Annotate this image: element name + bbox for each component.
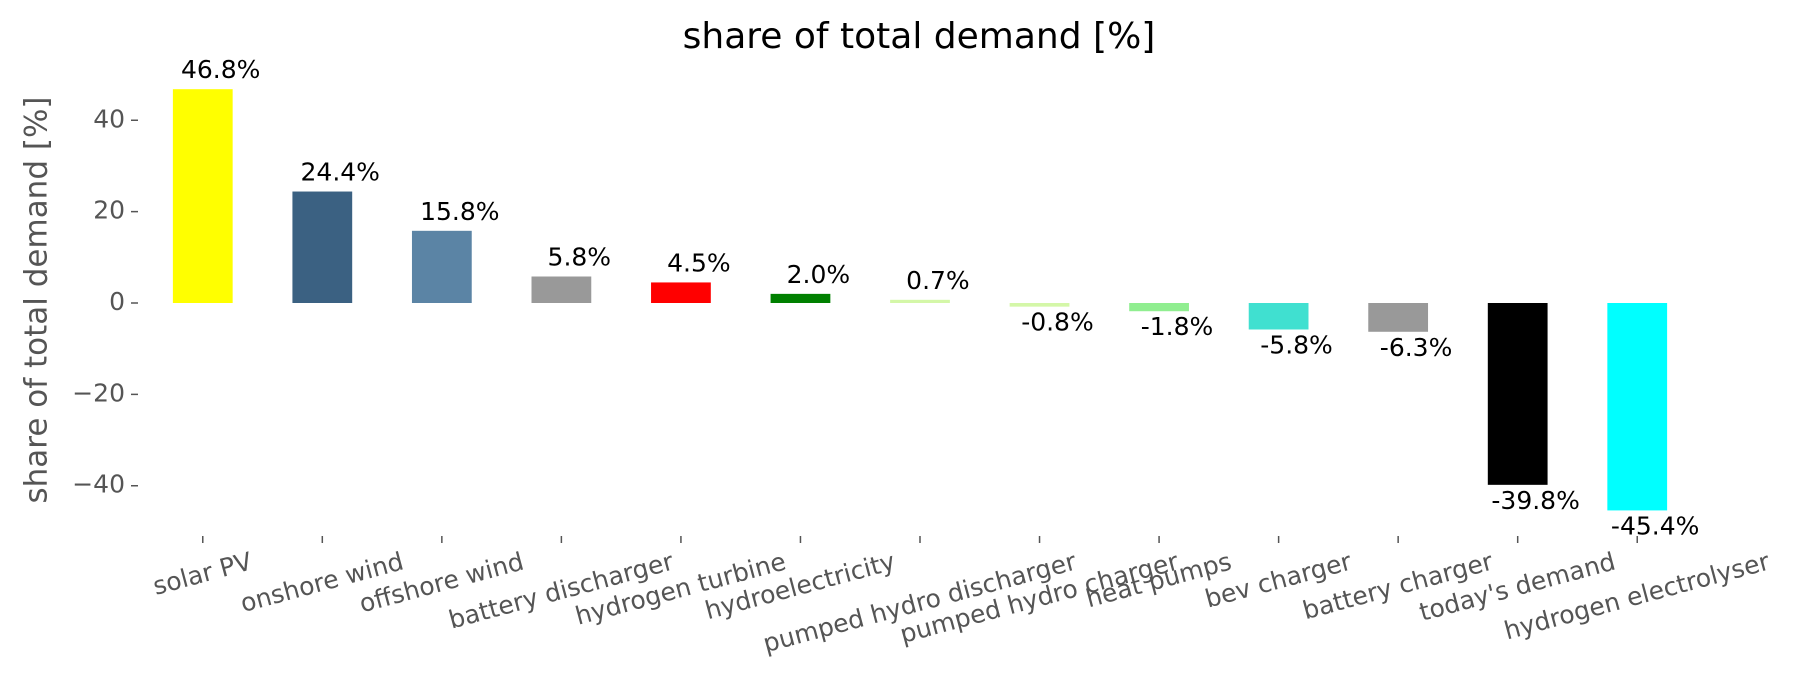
bar xyxy=(651,282,711,303)
y-tick-label: −40 xyxy=(72,470,125,499)
bar xyxy=(292,191,353,303)
bar xyxy=(890,299,950,303)
bar xyxy=(1368,303,1429,332)
value-label: -5.8% xyxy=(1260,330,1333,359)
value-label: 24.4% xyxy=(301,158,380,187)
value-label: -39.8% xyxy=(1491,486,1579,515)
y-tick-label: 20 xyxy=(93,196,125,225)
y-tick-label: 40 xyxy=(93,104,125,133)
value-label: -1.8% xyxy=(1141,312,1214,341)
y-tick-label: 0 xyxy=(109,287,125,316)
bar xyxy=(1487,303,1548,485)
value-label: 2.0% xyxy=(787,260,851,289)
bar xyxy=(411,230,472,303)
bar xyxy=(1248,303,1309,330)
x-tick-label: hydrogen electrolyser xyxy=(1501,546,1773,645)
bar xyxy=(531,276,592,303)
value-label: 46.8% xyxy=(181,55,260,84)
bar xyxy=(172,89,233,303)
bar xyxy=(770,293,831,303)
bar xyxy=(1009,303,1070,307)
bar xyxy=(1607,303,1668,511)
value-label: -45.4% xyxy=(1611,511,1699,540)
value-label: 4.5% xyxy=(667,248,731,277)
y-tick-label: −20 xyxy=(72,378,125,407)
bar xyxy=(1129,303,1189,312)
chart-title: share of total demand [%] xyxy=(683,16,1156,57)
value-label: -6.3% xyxy=(1380,333,1453,362)
value-label: 0.7% xyxy=(906,266,970,295)
value-label: 15.8% xyxy=(420,197,499,226)
value-label: -0.8% xyxy=(1021,308,1094,337)
value-label: 5.8% xyxy=(548,243,612,272)
y-axis-label: share of total demand [%] xyxy=(19,96,55,503)
